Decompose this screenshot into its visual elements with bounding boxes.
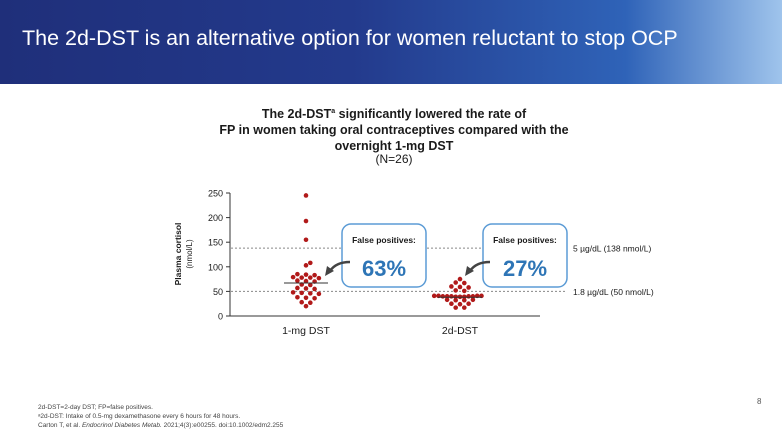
y-axis-label: Plasma cortisol bbox=[173, 223, 183, 286]
citation-details: 2021;4(3):e00255. doi:10.1002/edm2.255 bbox=[161, 422, 284, 429]
y-tick-label: 0 bbox=[218, 312, 223, 322]
chart-title-line2: FP in women taking oral contraceptives c… bbox=[219, 123, 569, 138]
data-point bbox=[290, 290, 296, 295]
chart-title-line1-start: The 2d-DST bbox=[261, 107, 332, 122]
data-point bbox=[299, 275, 305, 280]
x-category-label: 1-mg DST bbox=[282, 325, 330, 337]
chart-title-line1-end: significantly lowered the rate of bbox=[335, 107, 527, 122]
page-number: 8 bbox=[757, 397, 762, 406]
data-points bbox=[284, 193, 484, 310]
data-point bbox=[466, 294, 471, 299]
callout-value: 27% bbox=[503, 256, 547, 281]
y-tick-label: 100 bbox=[208, 262, 223, 272]
callout-label: False positives: bbox=[493, 235, 557, 245]
citation-journal: Endocrinol Diabetes Metab. bbox=[81, 422, 162, 429]
data-point bbox=[453, 280, 459, 285]
data-point bbox=[295, 271, 300, 277]
footnote-citation: Carton T, et al. Endocrinol Diabetes Met… bbox=[38, 422, 283, 429]
data-point bbox=[308, 300, 313, 306]
data-point bbox=[453, 288, 459, 293]
callout-box bbox=[341, 223, 427, 288]
y-ticks: 0 50 100 150 200 250 bbox=[208, 189, 230, 322]
data-point bbox=[303, 278, 309, 284]
data-point bbox=[303, 303, 309, 309]
data-point bbox=[308, 260, 313, 266]
data-point bbox=[308, 275, 313, 280]
data-point bbox=[444, 297, 450, 303]
data-point bbox=[453, 297, 459, 303]
data-point bbox=[303, 263, 309, 268]
callout-arrow-head-icon bbox=[465, 266, 474, 276]
data-point bbox=[295, 278, 300, 283]
data-point bbox=[312, 272, 317, 278]
data-point bbox=[462, 305, 467, 310]
data-point bbox=[303, 295, 309, 301]
chart-title-line1: The 2d-DSTa significantly lowered the ra… bbox=[150, 104, 638, 122]
footnote-definition: ᵃ2d-DST: Intake of 0.5-mg dexamethasone … bbox=[38, 413, 241, 420]
citation-authors: Carton T, et al. bbox=[38, 422, 82, 429]
data-point bbox=[312, 286, 317, 292]
y-tick-label: 50 bbox=[213, 287, 223, 297]
data-point bbox=[303, 237, 309, 243]
chart-title: The 2d-DSTa significantly lowered the ra… bbox=[150, 104, 638, 154]
data-point bbox=[308, 282, 313, 288]
data-point bbox=[457, 301, 463, 307]
callout-label: False positives: bbox=[352, 235, 416, 245]
data-point bbox=[303, 286, 309, 291]
data-point bbox=[303, 272, 309, 277]
data-point bbox=[295, 285, 300, 291]
chart-title-line3: overnight 1-mg DST bbox=[334, 139, 454, 154]
data-point bbox=[449, 301, 454, 307]
false-positive-callout-1mg: False positives: 63% bbox=[325, 223, 427, 288]
data-point bbox=[290, 274, 296, 280]
data-point bbox=[316, 291, 322, 297]
reference-line-label: 5 µg/dL (138 nmol/L) bbox=[573, 244, 651, 254]
title-banner: The 2d-DST is an alternative option for … bbox=[0, 0, 782, 84]
data-point bbox=[457, 276, 463, 282]
data-point bbox=[462, 288, 467, 294]
data-point bbox=[462, 280, 467, 286]
footnote-abbreviations: 2d-DST=2-day DST; FP=false positives. bbox=[38, 404, 153, 411]
slide-title: The 2d-DST is an alternative option for … bbox=[22, 26, 678, 50]
y-tick-label: 250 bbox=[208, 189, 223, 199]
reference-lines: 5 µg/dL (138 nmol/L) 1.8 µg/dL (50 nmol/L… bbox=[231, 244, 654, 297]
data-point bbox=[312, 295, 317, 301]
x-category-label: 2d-DST bbox=[442, 325, 479, 337]
data-point bbox=[303, 218, 309, 224]
y-tick-label: 150 bbox=[208, 238, 223, 248]
data-point bbox=[466, 301, 471, 307]
y-axis-title: Plasma cortisol (nmol/L) bbox=[173, 223, 194, 286]
data-point bbox=[299, 290, 305, 296]
data-point bbox=[470, 297, 476, 303]
chart-subtitle: (N=26) bbox=[375, 152, 413, 166]
data-point bbox=[299, 299, 305, 305]
data-point bbox=[440, 294, 446, 299]
false-positive-callout-2d: False positives: 27% bbox=[465, 223, 568, 288]
data-point bbox=[466, 285, 471, 290]
callout-box bbox=[482, 223, 568, 288]
callout-value: 63% bbox=[362, 256, 406, 281]
data-point bbox=[303, 193, 309, 198]
data-point bbox=[431, 293, 437, 299]
callout-arrow-head-icon bbox=[325, 266, 334, 276]
data-point bbox=[308, 291, 313, 296]
data-point bbox=[449, 294, 454, 299]
data-point bbox=[457, 284, 463, 290]
y-axis-unit: (nmol/L) bbox=[185, 239, 194, 269]
y-tick-label: 200 bbox=[208, 213, 223, 223]
data-point bbox=[449, 284, 454, 289]
data-point bbox=[462, 297, 467, 303]
data-point bbox=[453, 305, 459, 310]
reference-line-label: 1.8 µg/dL (50 nmol/L) bbox=[573, 287, 654, 297]
data-point bbox=[316, 275, 322, 281]
data-point bbox=[295, 295, 300, 300]
chart-title-superscript: a bbox=[331, 108, 336, 115]
